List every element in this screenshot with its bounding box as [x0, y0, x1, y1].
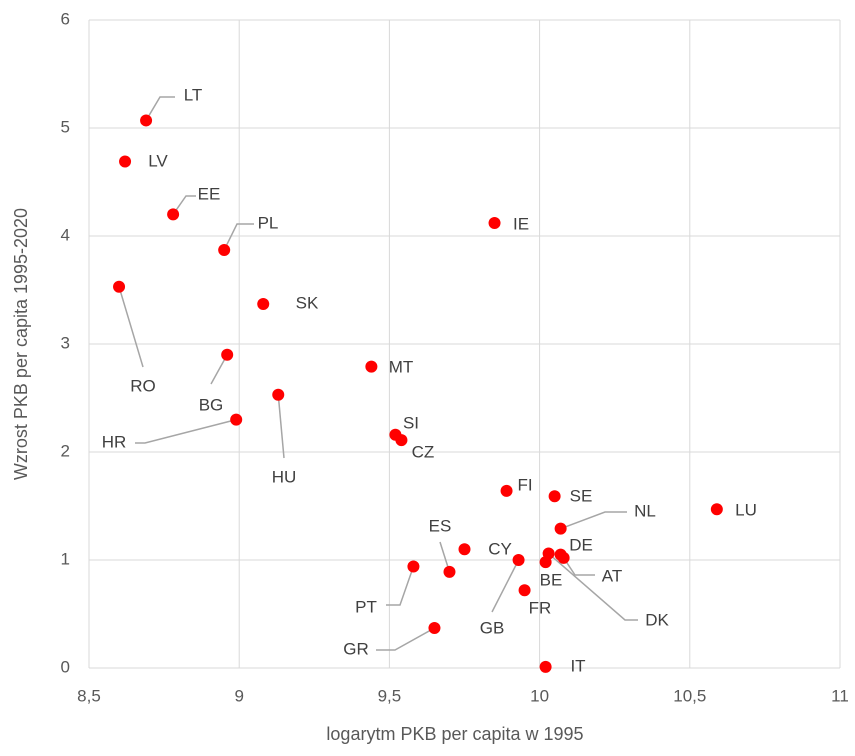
- point-label: RO: [130, 376, 156, 395]
- point: [365, 360, 378, 373]
- point: [539, 660, 552, 673]
- point-label: BE: [540, 570, 563, 589]
- point-label: CZ: [412, 442, 435, 461]
- y-tick-label: 6: [61, 9, 70, 28]
- point: [710, 503, 723, 516]
- x-tick-label: 8,5: [77, 686, 101, 705]
- point-label: EE: [198, 184, 221, 203]
- point-label: SI: [403, 413, 419, 432]
- x-tick-label: 9: [234, 686, 243, 705]
- point: [119, 155, 132, 168]
- leader-line: [548, 552, 638, 621]
- point: [518, 584, 531, 597]
- point: [407, 560, 420, 573]
- point-label: HU: [272, 467, 297, 486]
- x-tick-label: 11: [831, 686, 849, 705]
- leader-line: [277, 394, 285, 459]
- point: [221, 348, 234, 361]
- point-label: NL: [634, 501, 656, 520]
- point-label: HR: [102, 432, 127, 451]
- point-label: LU: [735, 500, 757, 519]
- point: [218, 244, 231, 257]
- point: [140, 114, 153, 127]
- point: [500, 484, 513, 497]
- y-tick-label: 5: [61, 117, 70, 136]
- leader-line: [135, 418, 237, 444]
- leader-line: [560, 511, 627, 530]
- leader-line: [563, 557, 595, 576]
- x-tick-label: 9,5: [378, 686, 402, 705]
- leader-line: [491, 559, 520, 613]
- point-label: SE: [570, 486, 593, 505]
- y-axis-label: Wzrost PKB per capita 1995-2020: [11, 208, 31, 480]
- x-tick-label: 10,5: [673, 686, 706, 705]
- point: [554, 522, 567, 535]
- point: [167, 208, 180, 221]
- y-tick-label: 0: [61, 657, 70, 676]
- point: [512, 554, 525, 566]
- point-label: PL: [258, 213, 279, 232]
- point: [539, 556, 552, 569]
- point: [113, 280, 126, 293]
- point: [428, 622, 441, 635]
- point: [488, 217, 501, 230]
- leader-line: [386, 566, 415, 606]
- point-label: AT: [602, 566, 622, 585]
- x-axis-label: logarytm PKB per capita w 1995: [326, 724, 583, 744]
- point-label: LV: [148, 151, 168, 170]
- point: [443, 565, 456, 578]
- leader-line: [376, 627, 435, 651]
- point-label: ES: [429, 516, 452, 535]
- point-label: GB: [480, 618, 505, 637]
- leader-line: [223, 223, 254, 251]
- y-tick-label: 3: [61, 333, 70, 352]
- point-label: IT: [570, 656, 585, 675]
- point-label: IE: [513, 214, 529, 233]
- point-label: GR: [343, 639, 369, 658]
- point-label: PT: [355, 597, 377, 616]
- point: [458, 543, 471, 556]
- y-tick-label: 4: [61, 225, 70, 244]
- point-label: BG: [199, 395, 224, 414]
- y-tick-label: 2: [61, 441, 70, 460]
- leader-line: [145, 96, 175, 121]
- point-label: DE: [569, 535, 593, 554]
- point-label: FI: [517, 475, 532, 494]
- point-label: MT: [389, 357, 414, 376]
- point: [257, 298, 270, 311]
- point: [395, 434, 408, 447]
- point-label: DK: [645, 610, 669, 629]
- point: [272, 388, 285, 401]
- x-tick-label: 10: [530, 686, 549, 705]
- point-label: SK: [296, 293, 319, 312]
- point-label: FR: [529, 598, 552, 617]
- point: [548, 490, 561, 503]
- point: [230, 413, 243, 426]
- leader-line: [118, 286, 144, 368]
- y-tick-label: 1: [61, 549, 70, 568]
- point-label: LT: [184, 85, 203, 104]
- point-label: CY: [488, 539, 512, 558]
- point: [557, 551, 570, 564]
- leader-line: [172, 195, 196, 215]
